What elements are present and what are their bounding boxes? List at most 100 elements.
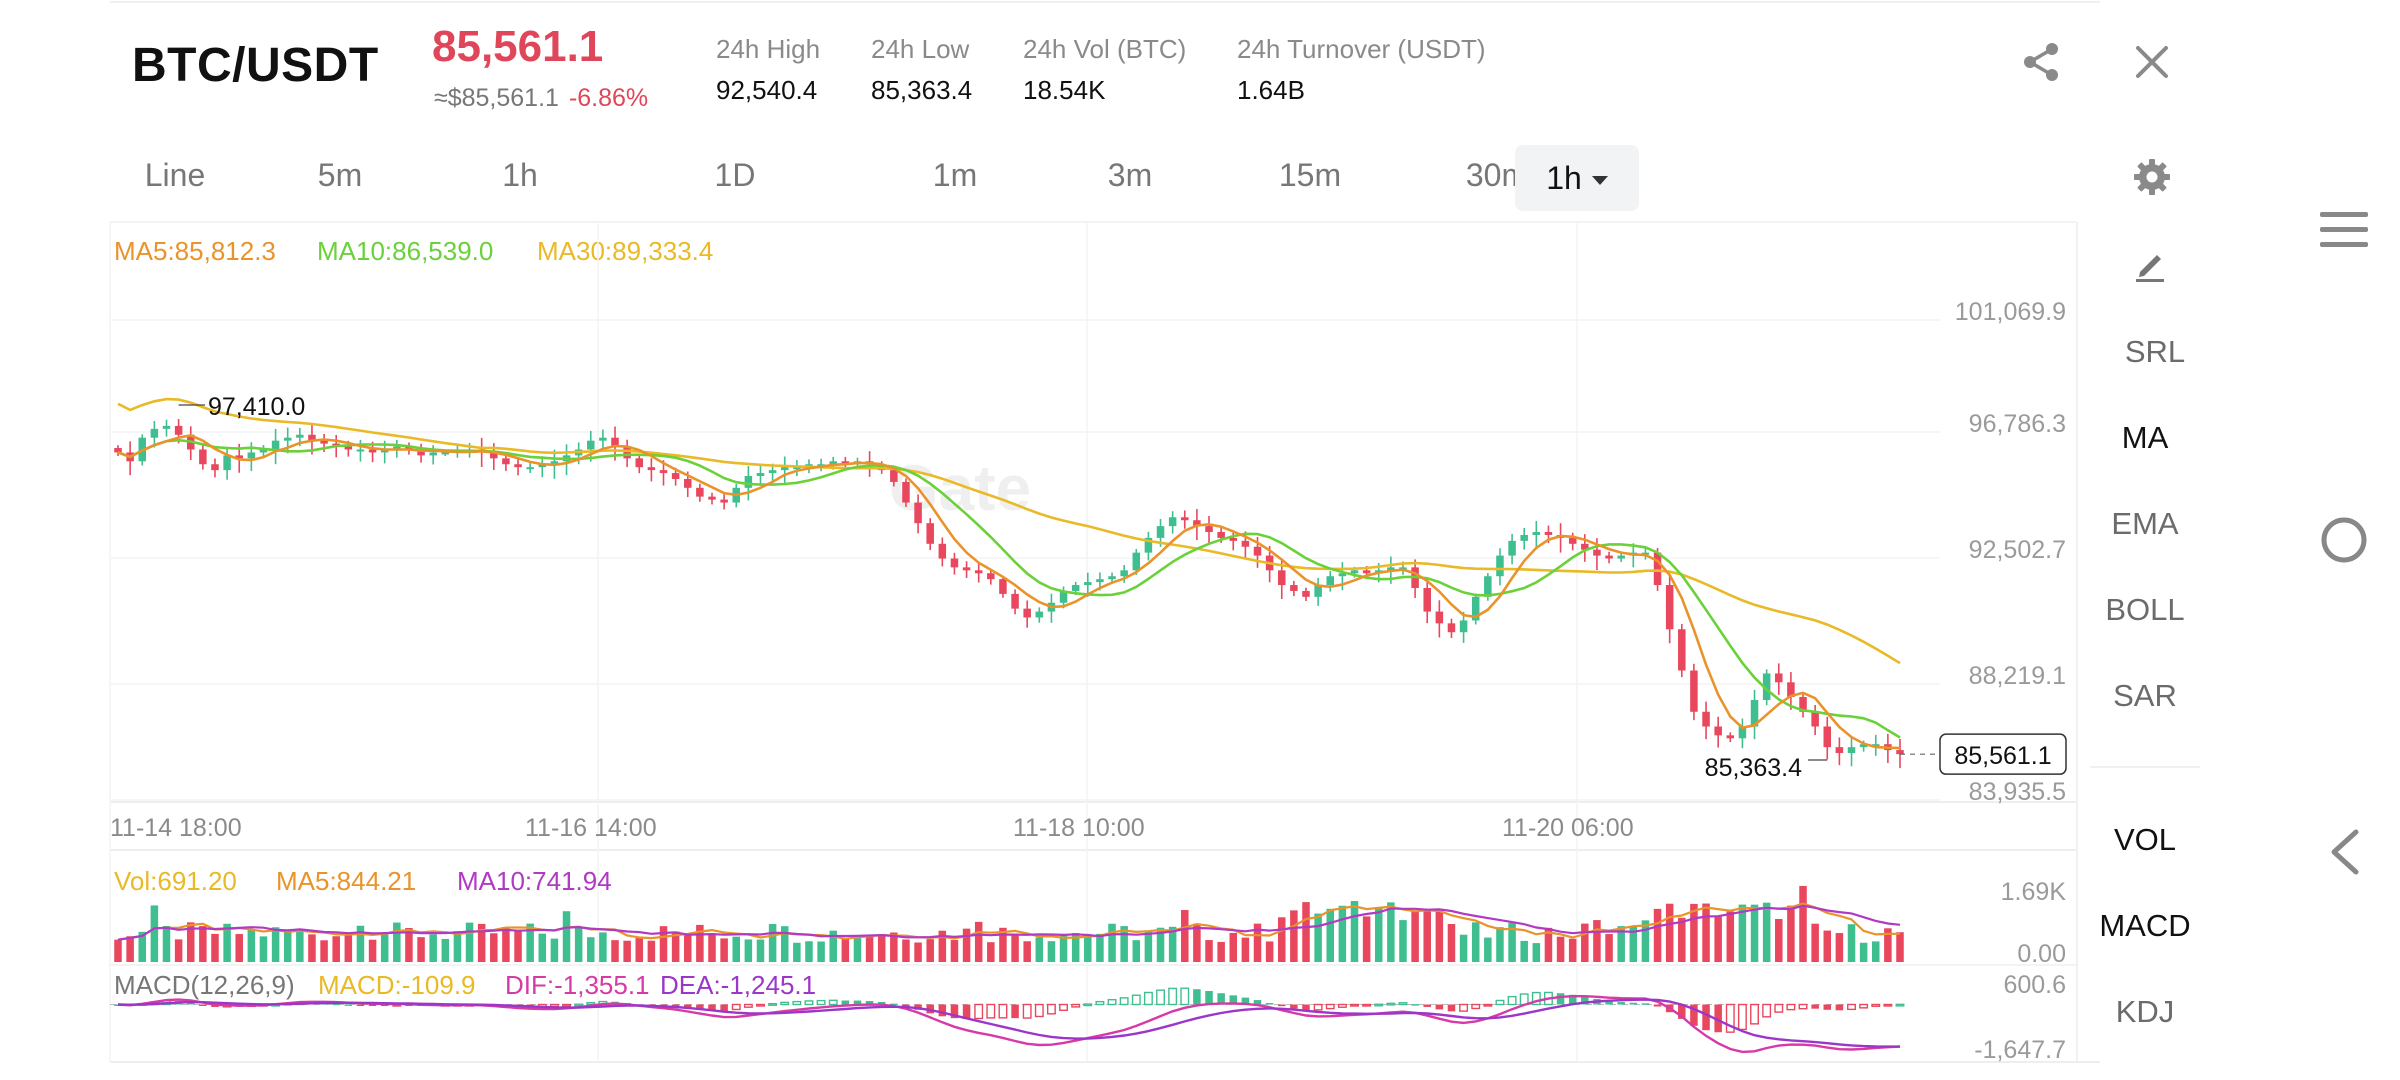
candle-body (490, 452, 498, 459)
tab-1d[interactable]: 1D (714, 157, 756, 193)
macd-histogram-bar (1495, 999, 1505, 1006)
tab-3m[interactable]: 3m (1107, 157, 1153, 193)
candle-body (320, 440, 328, 444)
macd-histogram-bar (356, 1004, 365, 1007)
candle-body (1690, 670, 1698, 712)
macd-histogram-bar (1459, 1003, 1469, 1012)
kline-chart[interactable]: Gate 101,069.9 96,786.3 92,502.7 88,219.1 83… (0, 0, 2100, 1080)
last-price: 85,561.1 (432, 22, 604, 71)
volume-bar (987, 942, 995, 962)
tab-1h[interactable]: 1h (502, 157, 538, 193)
candle-body (635, 458, 644, 468)
candle-body (174, 425, 183, 435)
volume-bar (1302, 902, 1310, 962)
tab-line[interactable]: Line (144, 157, 206, 193)
menu-icon[interactable] (2318, 208, 2370, 252)
stat-value: 18.54K (1023, 75, 1106, 105)
x-axis-label: 11-16 14:00 (525, 814, 657, 842)
macd-histogram-bar (1337, 1003, 1347, 1008)
volume-bar (599, 932, 607, 962)
macd-histogram-bar (1302, 1004, 1310, 1011)
candle-body (647, 467, 656, 471)
gear-icon[interactable] (2132, 157, 2172, 197)
macd-histogram-bar (562, 1003, 571, 1007)
candle-body (659, 470, 668, 474)
volume-bar (296, 929, 304, 962)
volume-bar (1047, 941, 1056, 962)
candle-body (344, 446, 353, 450)
volume-bar (211, 933, 219, 962)
volume-bar (1459, 934, 1468, 962)
volume-bar (1678, 917, 1686, 962)
pencil-icon[interactable] (2130, 244, 2170, 284)
tool-ma[interactable]: MA (2121, 420, 2169, 455)
volume-bar (526, 923, 534, 962)
ma5-legend: MA5:85,812.3 (114, 236, 276, 266)
candle-body (841, 461, 850, 465)
tab-5m[interactable]: 5m (317, 157, 363, 193)
volume-bar (1265, 941, 1274, 962)
tool-vol[interactable]: VOL (2113, 822, 2177, 857)
macd-histogram-bar (1871, 1003, 1881, 1007)
candle-body (987, 573, 995, 580)
volume-bar (1726, 911, 1735, 962)
tab-15m[interactable]: 15m (1278, 157, 1342, 193)
volume-bar (114, 939, 122, 962)
macd-histogram-bar (1786, 1003, 1796, 1011)
candle-body (1229, 537, 1238, 541)
macd-histogram-bar (1398, 1002, 1408, 1006)
tab-1h-dropdown[interactable]: 1h (1515, 145, 1639, 211)
tool-sar[interactable]: SAR (2113, 678, 2177, 713)
volume-bar (1750, 904, 1759, 962)
home-icon[interactable] (2318, 514, 2370, 566)
candle-body (271, 440, 280, 450)
volume-bar (793, 942, 801, 962)
candle-body (671, 473, 680, 479)
macd-histogram-bar (1435, 1004, 1444, 1010)
volume-bar (817, 941, 825, 962)
volume-bar (1859, 942, 1868, 962)
volume-bar (283, 931, 292, 962)
volume-bar (247, 929, 256, 962)
volume-bar (1738, 904, 1747, 962)
tool-boll[interactable]: BOLL (2105, 592, 2185, 627)
volume-bar (1447, 923, 1456, 962)
candle-body (1071, 585, 1080, 591)
candle-body (1459, 620, 1468, 633)
macd-histogram-bar (998, 1003, 1008, 1019)
macd-histogram-bar (1883, 1003, 1893, 1007)
candle-body (1520, 534, 1528, 541)
candle-body (1471, 596, 1480, 621)
macd-histogram-bar (877, 1001, 886, 1005)
volume-bar (1132, 940, 1141, 962)
candle-body (308, 434, 316, 441)
tool-macd[interactable]: MACD (2099, 908, 2191, 943)
tab-1m[interactable]: 1m (932, 157, 978, 193)
tool-kdj[interactable]: KDJ (2115, 994, 2175, 1029)
macd-histogram-bar (1678, 1004, 1686, 1019)
volume-bar (1471, 922, 1480, 962)
close-icon[interactable] (2130, 40, 2174, 84)
macd-histogram-bar (1095, 1000, 1105, 1006)
candle-body (599, 437, 607, 441)
last-price-tag: 85,561.1 (1954, 742, 2051, 770)
volume-bar (223, 923, 231, 962)
volume-bar (974, 921, 983, 962)
tool-ema[interactable]: EMA (2111, 506, 2179, 541)
volume-bar (1362, 916, 1371, 962)
macd-histogram-bar (1290, 1004, 1298, 1009)
back-icon[interactable] (2326, 826, 2362, 878)
volume-bar (1193, 923, 1201, 962)
macd-histogram-bar (780, 1001, 790, 1006)
share-icon[interactable] (2020, 40, 2064, 84)
y-axis-label: 92,502.7 (1969, 536, 2066, 564)
volume-bar (1884, 928, 1892, 962)
candle-body (1726, 735, 1735, 739)
vol-ma5-legend: MA5:844.21 (276, 866, 417, 896)
macd-histogram-bar (890, 1003, 898, 1006)
macd-bars (110, 987, 1905, 1054)
volume-bar (1787, 905, 1795, 962)
volume-bar (708, 933, 716, 962)
macd-histogram-bar (199, 1004, 207, 1007)
tool-srl[interactable]: SRL (2124, 334, 2186, 369)
